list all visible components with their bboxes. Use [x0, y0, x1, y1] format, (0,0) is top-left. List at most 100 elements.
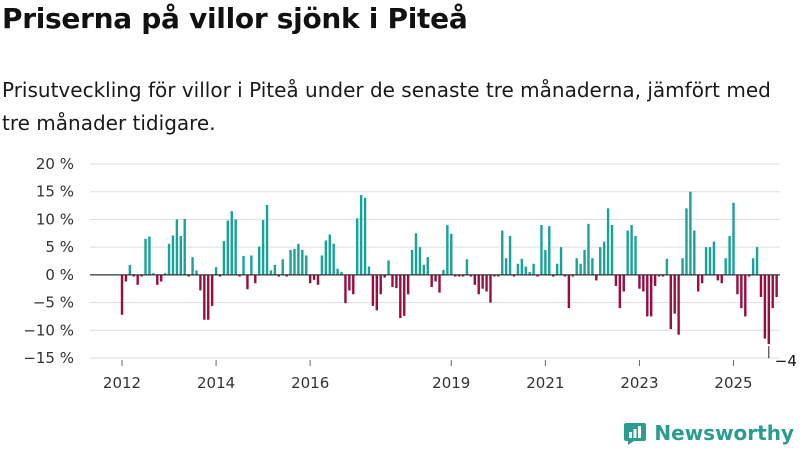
- bar: [763, 274, 767, 339]
- bar: [344, 274, 347, 304]
- bar: [403, 274, 406, 316]
- y-tick-label: −15 %: [23, 349, 74, 367]
- bar: [626, 230, 629, 275]
- bar: [324, 240, 328, 275]
- bar: [685, 208, 688, 275]
- bar: [430, 274, 433, 288]
- bar: [767, 274, 770, 345]
- bar: [285, 274, 288, 277]
- bar: [367, 266, 371, 275]
- bar: [771, 274, 774, 309]
- bar: [591, 258, 594, 275]
- bar: [195, 270, 198, 275]
- bar: [469, 274, 473, 277]
- bar: [383, 274, 386, 278]
- bar: [171, 235, 175, 275]
- brand-name: Newsworthy: [654, 421, 794, 445]
- bar: [775, 274, 778, 298]
- bar: [454, 274, 457, 277]
- bar: [740, 274, 743, 309]
- bar: [461, 274, 465, 277]
- bar: [230, 211, 233, 275]
- bar: [410, 249, 414, 275]
- bar: [477, 274, 480, 295]
- bar: [473, 274, 476, 285]
- bar: [700, 274, 704, 284]
- bar: [316, 274, 320, 285]
- x-axis: 2012 2014 2016 2019 2021 2023 2025: [103, 360, 753, 392]
- bar: [712, 241, 716, 275]
- bar: [144, 238, 147, 275]
- bar: [265, 205, 269, 275]
- bar: [277, 274, 280, 277]
- bar: [744, 274, 747, 317]
- bar: [332, 243, 335, 275]
- bar: [136, 274, 139, 285]
- bar: [579, 263, 582, 275]
- bar: [642, 274, 645, 292]
- bar: [426, 257, 429, 275]
- bar: [638, 274, 641, 289]
- bar: [348, 274, 351, 291]
- bar: [132, 274, 135, 277]
- y-tick-label: 20 %: [36, 155, 74, 173]
- y-tick-label: −5 %: [33, 294, 74, 312]
- bar: [340, 272, 343, 275]
- bar: [544, 249, 547, 275]
- bar: [618, 274, 622, 309]
- bar: [305, 255, 308, 275]
- bar: [583, 249, 586, 275]
- bar: [716, 274, 720, 281]
- bar: [356, 218, 359, 275]
- bar: [399, 274, 402, 319]
- bar: [575, 258, 578, 275]
- bar: [438, 274, 441, 293]
- bar: [183, 218, 186, 275]
- bar: [532, 263, 535, 275]
- bar: [528, 272, 531, 275]
- bar: [450, 233, 453, 275]
- bar: [387, 260, 390, 275]
- bar: [297, 243, 300, 275]
- x-tick-label: 2014: [197, 374, 235, 392]
- bar: [548, 226, 551, 275]
- page-title: Priserna på villor sjönk i Piteå: [2, 2, 468, 35]
- bar: [704, 247, 708, 275]
- bar: [567, 274, 571, 309]
- bar: [512, 274, 516, 277]
- bar: [250, 255, 253, 275]
- bar: [120, 274, 124, 315]
- bar: [199, 274, 202, 291]
- bar: [406, 274, 410, 295]
- bar: [555, 263, 559, 275]
- bar: [238, 274, 241, 277]
- bar: [203, 274, 206, 320]
- bar: [328, 234, 331, 275]
- bar: [501, 230, 504, 275]
- bar: [379, 274, 382, 295]
- x-tick-label: 2025: [714, 374, 752, 392]
- bar-chart: −15 %−10 %−5 %0 %5 %10 %15 %20 % 2012 201…: [23, 155, 800, 392]
- bar: [391, 274, 394, 288]
- bar: [669, 274, 672, 330]
- bar: [222, 241, 226, 275]
- bar: [207, 274, 210, 320]
- bar: [489, 274, 492, 303]
- bar: [457, 274, 461, 277]
- bar: [732, 202, 735, 275]
- bar: [371, 274, 375, 306]
- bar: [269, 270, 273, 275]
- bar: [336, 268, 339, 275]
- y-tick-label: 5 %: [45, 238, 74, 256]
- bar: [359, 195, 363, 275]
- newsworthy-logo-icon: [624, 423, 647, 445]
- bar: [246, 274, 249, 290]
- bar: [693, 230, 696, 275]
- bar: [493, 274, 496, 277]
- bar: [728, 236, 731, 275]
- bar: [210, 274, 214, 306]
- bar: [218, 274, 222, 277]
- bar: [602, 241, 606, 275]
- bar: [516, 263, 520, 275]
- bar: [175, 219, 179, 275]
